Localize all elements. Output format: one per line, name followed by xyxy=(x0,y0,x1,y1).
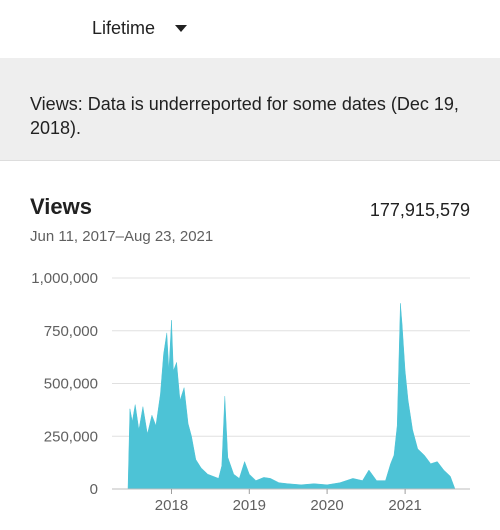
x-tick-label: 2020 xyxy=(310,497,343,514)
y-tick-label: 0 xyxy=(90,481,98,498)
caret-down-icon xyxy=(175,24,188,32)
views-area-series xyxy=(127,303,456,490)
y-axis-ticks: 0 250,000 500,000 750,000 1,000,000 xyxy=(31,270,98,498)
card-title: Views xyxy=(30,194,92,219)
y-tick-label: 1,000,000 xyxy=(31,270,98,287)
data-notice-banner xyxy=(0,58,500,161)
period-dropdown[interactable]: Lifetime xyxy=(92,14,188,42)
x-axis-ticks: 2018 2019 2020 2021 xyxy=(155,489,422,514)
views-total: 177,915,579 xyxy=(369,200,470,220)
y-tick-label: 500,000 xyxy=(44,376,98,393)
views-chart: 0 250,000 500,000 750,000 1,000,000 2018 2019… xyxy=(31,270,470,514)
x-tick-label: 2021 xyxy=(388,497,421,514)
data-notice-text: Views: Data is underreported for some da… xyxy=(30,94,459,138)
x-tick-label: 2019 xyxy=(233,497,266,514)
period-dropdown-label: Lifetime xyxy=(92,17,156,38)
y-tick-label: 250,000 xyxy=(44,428,98,445)
y-tick-label: 750,000 xyxy=(44,323,98,340)
x-tick-label: 2018 xyxy=(155,497,188,514)
date-range: Jun 11, 2017–Aug 23, 2021 xyxy=(30,228,214,245)
top-bar: Lifetime xyxy=(0,0,500,58)
